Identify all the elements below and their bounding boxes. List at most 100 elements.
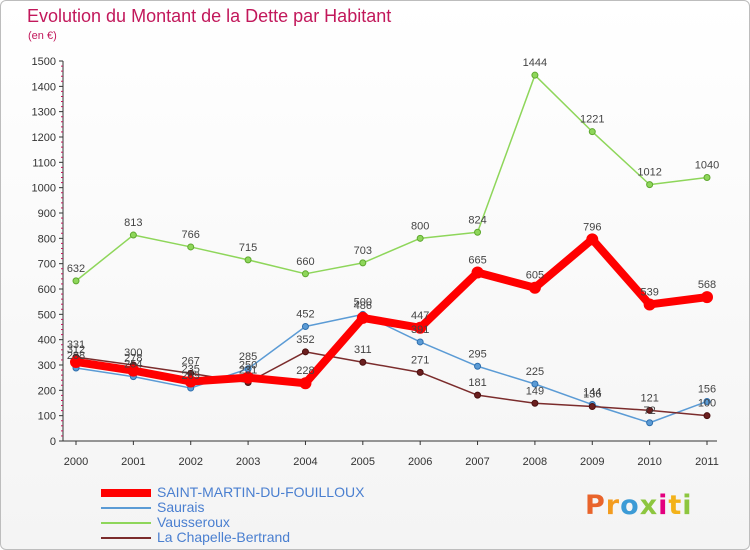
data-label: 300 [124,347,142,359]
y-tick-label: 700 [38,259,56,271]
y-tick-label: 1100 [32,157,56,169]
y-tick-label: 500 [38,309,56,321]
y-tick-label: 100 [38,411,56,423]
data-label: 660 [296,256,314,268]
data-point [301,322,309,330]
data-label: 295 [468,348,486,360]
data-point [588,403,596,411]
data-label: 824 [468,214,486,226]
data-label: 136 [583,389,601,401]
data-label: 181 [468,377,486,389]
data-point [70,355,82,368]
data-point [531,71,539,79]
data-label: 766 [182,229,200,241]
data-point [184,375,197,388]
series-line-1 [75,313,708,424]
data-point [242,371,255,384]
data-label: 452 [296,308,314,320]
data-label: 331 [67,339,85,351]
x-tick-label: 2004 [293,456,317,468]
data-point [646,406,654,414]
data-label: 539 [640,286,658,298]
data-point [301,270,309,278]
data-point [356,311,369,324]
x-tick-label: 2009 [580,456,604,468]
data-point [359,358,367,366]
data-point [299,377,312,390]
data-point [301,348,309,356]
y-tick-label: 1300 [32,107,56,119]
logo-letter: o [620,490,640,521]
data-label: 1444 [523,57,547,69]
data-label: 100 [698,398,716,410]
x-tick-label: 2003 [236,456,260,468]
data-point [127,364,140,377]
data-label: 632 [67,263,85,275]
data-label: 605 [526,270,544,282]
proxiti-logo: Proxiti [585,490,693,521]
data-label: 1012 [637,167,661,179]
legend-swatch [101,522,151,524]
logo-letter: i [682,490,693,521]
series-line-2 [75,74,708,282]
data-label: 144 [583,387,601,399]
data-label: 568 [698,279,716,291]
x-tick-label: 2002 [178,456,202,468]
data-point [474,228,482,236]
data-point [588,128,596,136]
data-point [471,266,484,279]
data-point [129,231,137,239]
logo-letter: i [658,490,669,521]
y-tick-label: 1200 [32,132,56,144]
data-point [586,233,599,246]
data-point [528,281,541,294]
chart-title: Evolution du Montant de la Dette par Hab… [27,6,392,26]
legend-swatch [101,537,151,539]
data-label: 391 [411,324,429,336]
data-point [416,234,424,242]
data-label: 254 [124,359,142,371]
data-point [416,338,424,346]
data-label: 285 [239,351,257,363]
x-tick-label: 2010 [637,456,661,468]
y-tick-label: 300 [38,360,56,372]
x-tick-label: 2006 [408,456,432,468]
data-label: 149 [526,385,544,397]
data-label: 235 [182,363,200,375]
data-label: 250 [239,360,257,372]
logo-letter: x [639,490,659,521]
data-label: 209 [182,370,200,382]
y-tick-label: 0 [50,436,56,448]
x-tick-label: 2008 [523,456,547,468]
y-tick-label: 400 [38,335,56,347]
legend-label: Saurais [157,499,205,515]
series-line-0 [72,235,711,388]
data-label: 121 [640,392,658,404]
data-label: 500 [354,296,372,308]
data-label: 715 [239,242,257,254]
logo-letter: P [585,490,606,521]
x-tick-label: 2000 [64,456,88,468]
data-point [646,181,654,189]
data-label: 311 [354,344,372,356]
data-label: 665 [468,255,486,267]
data-point [703,412,711,420]
data-label: 271 [411,354,429,366]
logo-letter: r [605,490,621,521]
data-label: 447 [411,310,429,322]
data-point [701,291,713,304]
data-label: 703 [354,245,372,257]
x-tick-label: 2001 [121,456,145,468]
y-tick-label: 1400 [32,81,56,93]
data-label: 796 [583,221,601,233]
legend-label: SAINT-MARTIN-DU-FOUILLOUX [157,484,365,500]
y-tick-label: 200 [38,385,56,397]
logo-letter: t [668,490,683,521]
y-tick-label: 1500 [32,56,56,68]
data-point [414,321,427,334]
data-label: 278 [124,353,142,365]
data-label: 72 [644,405,656,417]
x-tick-label: 2011 [695,456,719,468]
data-point [474,362,482,370]
